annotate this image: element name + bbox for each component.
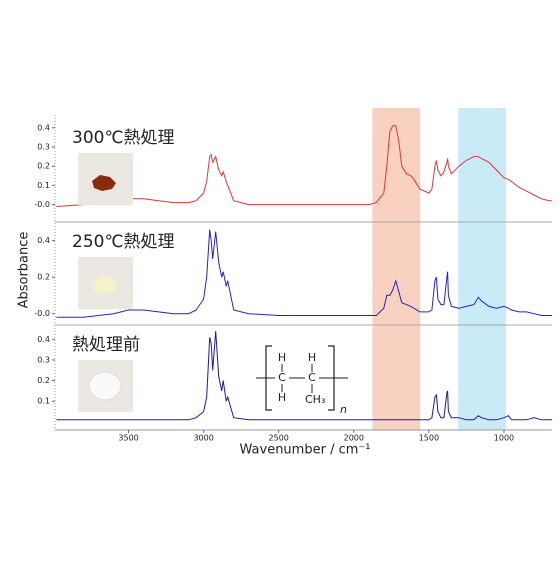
x-axis-label: Wavenumber / cm⁻¹	[240, 443, 371, 458]
x-tick-label: 1000	[494, 434, 514, 443]
x-tick-label: 3500	[118, 434, 138, 443]
spectrum-line	[56, 125, 552, 207]
spectrum-line	[56, 229, 552, 318]
formula-text: H	[278, 391, 286, 404]
plots	[56, 125, 552, 421]
sample	[92, 175, 116, 191]
panel-title: 熱処理前	[72, 335, 140, 355]
y-tick-label: 0.2	[37, 162, 50, 171]
formula-text: C	[308, 371, 316, 384]
highlight-band	[372, 108, 421, 430]
y-tick-label: -0.0	[34, 309, 50, 318]
highlight-band	[458, 108, 506, 430]
y-axis-label: Absorbance	[17, 232, 32, 309]
bands	[372, 108, 506, 430]
y-tick-label: 0.4	[37, 123, 50, 132]
sample	[92, 277, 117, 295]
y-tick-label: 0.4	[37, 335, 50, 344]
formula-text: CH₃	[305, 393, 325, 406]
x-tick-label: 2500	[269, 434, 289, 443]
formula-text: C	[278, 371, 286, 384]
formula-bracket	[265, 345, 272, 411]
x-tick-label: 1500	[419, 434, 439, 443]
y-tick-label: 0.2	[37, 376, 50, 385]
formula-text: n	[340, 403, 347, 416]
panel-title: 300℃熱処理	[72, 128, 175, 148]
panel-title: 250℃熱処理	[72, 232, 175, 252]
y-tick-label: 0.1	[37, 181, 50, 190]
y-tick-label: 0.3	[37, 355, 50, 364]
y-tick-label: 0.2	[37, 273, 50, 282]
formula-text: H	[308, 351, 316, 364]
formula-text: H	[278, 351, 286, 364]
x-tick-label: 2000	[344, 434, 364, 443]
formula-bracket	[328, 345, 335, 411]
y-tick-label: 0.4	[37, 236, 50, 245]
sample	[88, 371, 122, 401]
x-tick-label: 3000	[193, 434, 213, 443]
y-tick-label: 0.3	[37, 142, 50, 151]
y-tick-label: -0.0	[34, 200, 50, 209]
y-tick-label: 0.1	[37, 397, 50, 406]
spectrum-line	[56, 331, 552, 421]
